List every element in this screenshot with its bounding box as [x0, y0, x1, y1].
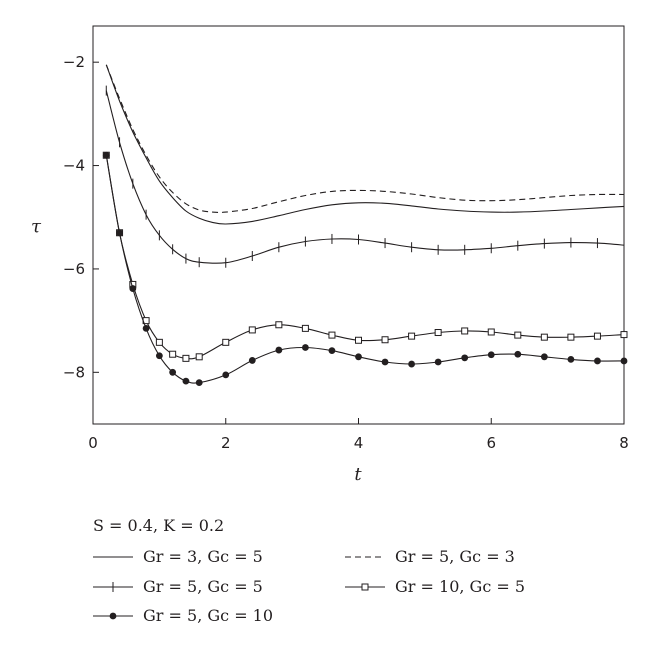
legend-title: S = 0.4, K = 0.2	[93, 516, 224, 535]
legend-label: Gr = 5, Gc = 10	[143, 606, 273, 625]
series-5-point	[514, 350, 522, 358]
y-tick-label: −6	[63, 260, 85, 278]
x-tick-label: 4	[354, 434, 364, 452]
series-5-point	[116, 229, 123, 237]
series-5-point	[567, 355, 575, 363]
series-3-line	[105, 90, 625, 264]
series-5-point	[142, 324, 150, 332]
series-5-point	[434, 358, 442, 366]
x-tick-label: 0	[88, 434, 98, 452]
series-5-point	[222, 371, 230, 379]
legend-item: Gr = 5, Gc = 3	[345, 547, 515, 566]
series-4-point	[301, 324, 309, 332]
series-5-point	[620, 357, 628, 365]
series-4-point	[355, 336, 362, 344]
plot-frame	[92, 25, 625, 425]
x-tick-label: 2	[221, 434, 231, 452]
series-4-point	[195, 353, 203, 361]
series-5-point	[461, 354, 469, 362]
series-4-point	[540, 333, 548, 341]
series-4-point	[155, 338, 163, 346]
x-tick-label: 6	[486, 434, 496, 452]
series-5-point	[594, 357, 601, 365]
series-4-point	[461, 327, 469, 335]
x-axis-label: t	[354, 464, 362, 485]
series-1-line	[105, 64, 625, 225]
series-5-point	[182, 377, 190, 385]
series-4-point	[620, 331, 628, 339]
series-5-point	[408, 360, 415, 368]
series-5-line	[105, 155, 625, 384]
series-5-point	[381, 358, 389, 366]
legend-item: Gr = 5, Gc = 5	[93, 577, 263, 596]
series-4-point	[275, 321, 283, 329]
series-5	[102, 151, 628, 387]
axis-ticks: 0 2 4 6 8 −2 −4 −6 −8	[63, 53, 629, 452]
legend: Gr = 3, Gc = 5 Gr = 5, Gc = 3 Gr = 5, Gc =…	[93, 547, 525, 625]
series-3	[105, 85, 625, 268]
series-2	[105, 64, 625, 213]
series-4-point	[487, 328, 495, 336]
series-5-point	[102, 151, 110, 159]
series-4-point	[328, 331, 336, 339]
series-2-line	[105, 64, 625, 213]
series-4-point	[408, 332, 416, 340]
series-5-point	[487, 351, 495, 359]
x-tick-label: 8	[619, 434, 629, 452]
series-4-point	[593, 332, 601, 340]
series-4-point	[222, 338, 230, 346]
y-tick-label: −2	[63, 53, 85, 71]
y-axis-label: τ	[31, 216, 42, 237]
series-5-point	[169, 368, 177, 376]
series-4-point	[514, 331, 522, 339]
series-5-point	[275, 346, 283, 354]
legend-label: Gr = 10, Gc = 5	[395, 577, 525, 596]
series-4-point	[182, 354, 190, 362]
series-4-point	[248, 326, 256, 334]
legend-label: Gr = 5, Gc = 3	[395, 547, 515, 566]
series-5-point	[355, 353, 362, 361]
legend-marker	[361, 583, 369, 591]
series-5-point	[302, 344, 309, 351]
legend-label: Gr = 3, Gc = 5	[143, 547, 263, 566]
series-4-point	[434, 329, 442, 337]
series-5-point	[540, 353, 548, 361]
series-5-point	[155, 352, 163, 360]
series-layer	[102, 64, 628, 387]
series-4-point	[567, 333, 575, 341]
series-5-point	[248, 357, 256, 364]
series-4-point	[381, 336, 389, 344]
legend-item: Gr = 3, Gc = 5	[93, 547, 263, 566]
legend-marker	[109, 612, 117, 620]
series-5-point	[328, 347, 336, 355]
series-5-point	[195, 379, 203, 387]
series-4-point	[169, 350, 177, 358]
legend-item: Gr = 10, Gc = 5	[345, 577, 525, 596]
legend-item: Gr = 5, Gc = 10	[93, 606, 273, 625]
series-1	[105, 64, 625, 225]
y-tick-label: −4	[63, 157, 85, 175]
y-tick-label: −8	[63, 363, 85, 381]
series-5-point	[129, 285, 137, 292]
legend-label: Gr = 5, Gc = 5	[143, 577, 263, 596]
